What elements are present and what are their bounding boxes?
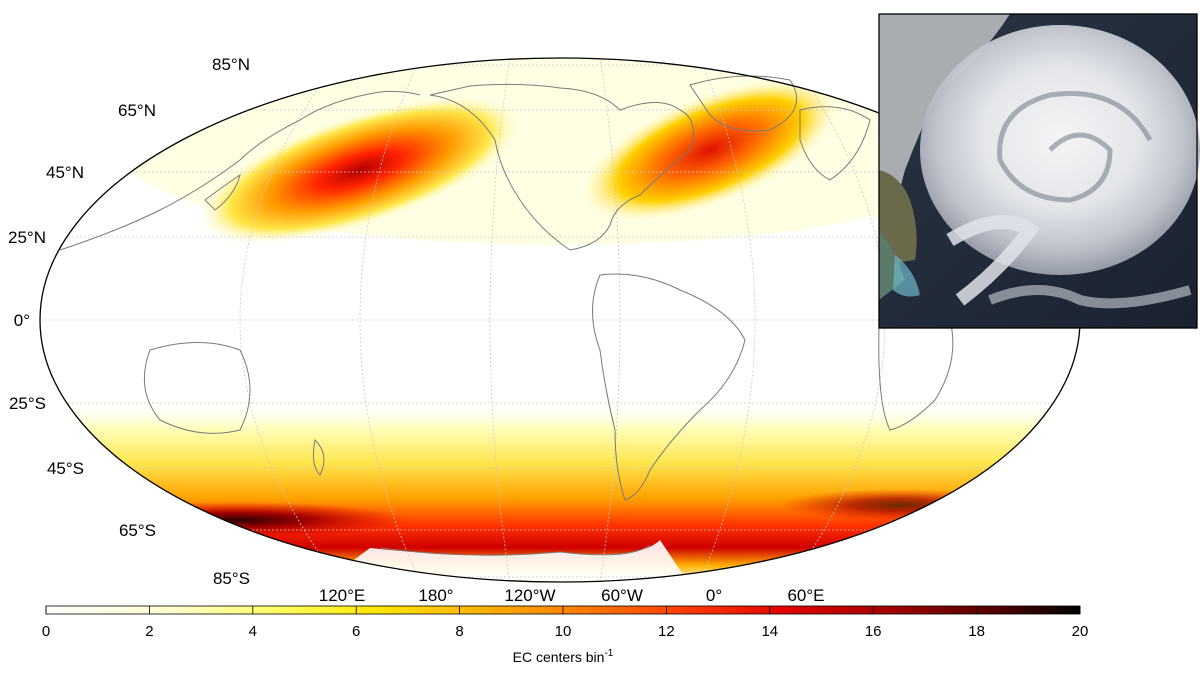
colorbar-tick-label: 4: [249, 623, 257, 640]
lon-label-60e: 60°E: [787, 586, 824, 605]
colorbar-tick-label: 12: [658, 623, 675, 640]
colorbar-tick-label: 10: [555, 623, 572, 640]
lat-label-25s: 25°S: [9, 394, 46, 413]
lat-label-45s: 45°S: [47, 459, 84, 478]
coast-europe: [799, 106, 871, 181]
lon-label-0: 0°: [706, 586, 722, 605]
inset-frame: [878, 13, 1198, 329]
lat-label-85n: 85°N: [212, 55, 250, 74]
lon-label-180: 180°: [418, 586, 453, 605]
satellite-inset: [878, 13, 1200, 329]
coast-asia: [59, 90, 421, 251]
inset-swirl-arm: [997, 90, 1153, 203]
lat-label-0: 0°: [14, 311, 30, 330]
lat-label-45n: 45°N: [46, 163, 84, 182]
inset-cloud-band: [946, 215, 1041, 306]
hotspot-north-pacific: [197, 95, 523, 245]
inset-land-snow: [879, 14, 1010, 240]
hotspot-north-atlantic: [578, 76, 842, 224]
colorbar-tick-label: 8: [455, 623, 463, 640]
colorbar-title: EC centers bin-1: [513, 648, 614, 665]
inset-storm-cloud: [920, 25, 1200, 275]
inset-land-coast: [879, 170, 917, 265]
colorbar-tick-label: 20: [1072, 623, 1089, 640]
colorbar-tick-label: 2: [145, 623, 153, 640]
lat-label-85s: 85°S: [213, 569, 250, 588]
coast-japan: [204, 173, 241, 211]
inset-shallow-water: [893, 255, 920, 297]
world-map: [39, 57, 1081, 583]
lon-label-60w: 60°W: [601, 586, 643, 605]
coast-antarctica: [379, 544, 651, 556]
coast-new-zealand: [312, 438, 325, 476]
lon-label-120e: 120°E: [319, 586, 366, 605]
colorbar-ticks: 0 2 4 6 8 10 12 14 16 18 20: [42, 606, 1089, 640]
coast-south-america: [592, 273, 746, 501]
longitude-labels: 120°E 180° 120°W 60°W 0° 60°E: [319, 586, 825, 605]
colorbar-tick-label: 6: [352, 623, 360, 640]
colorbar-tick-label: 16: [865, 623, 882, 640]
latitude-labels: 85°N 65°N 45°N 25°N 0° 25°S 45°S 65°S 85…: [8, 55, 250, 588]
colorbar-tick-label: 0: [42, 623, 50, 640]
coast-australia: [143, 342, 251, 434]
colorbar: 0 2 4 6 8 10 12 14 16 18 20 EC centers bin-1: [42, 605, 1089, 665]
lat-label-65n: 65°N: [118, 101, 156, 120]
lat-label-25n: 25°N: [8, 228, 46, 247]
lon-label-120w: 120°W: [504, 586, 555, 605]
coast-north-america: [429, 83, 694, 251]
colorbar-tick-label: 14: [761, 623, 778, 640]
colorbar-tick-label: 18: [968, 623, 985, 640]
lat-label-65s: 65°S: [119, 521, 156, 540]
coast-greenland: [689, 75, 798, 132]
